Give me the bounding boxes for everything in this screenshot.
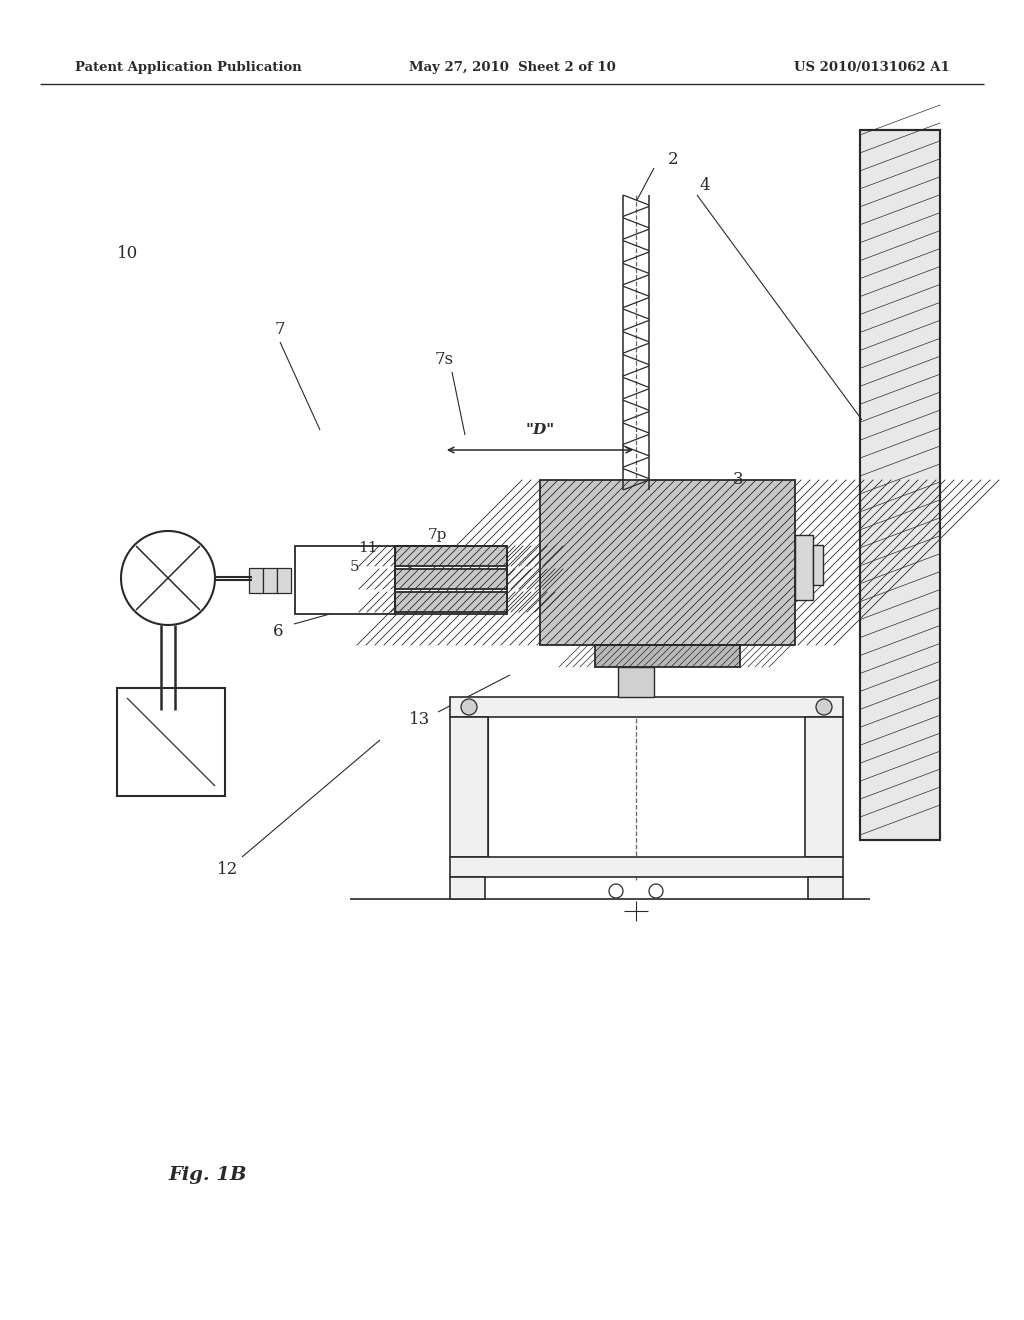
Circle shape xyxy=(461,700,477,715)
Bar xyxy=(813,545,823,585)
Bar xyxy=(295,546,395,614)
Text: 3: 3 xyxy=(733,471,743,488)
Text: 7s: 7s xyxy=(434,351,454,368)
Bar xyxy=(450,697,843,717)
Text: 7p: 7p xyxy=(427,528,446,543)
Bar xyxy=(263,568,278,593)
Circle shape xyxy=(816,700,831,715)
Bar xyxy=(450,876,485,899)
Text: "D": "D" xyxy=(525,422,555,437)
Bar xyxy=(395,569,507,589)
Bar xyxy=(395,591,507,612)
Text: 7: 7 xyxy=(274,322,286,338)
Text: Patent Application Publication: Patent Application Publication xyxy=(75,62,302,74)
Text: US 2010/0131062 A1: US 2010/0131062 A1 xyxy=(795,62,950,74)
Bar xyxy=(249,568,263,593)
Text: 10: 10 xyxy=(118,244,138,261)
Bar xyxy=(860,129,940,840)
Circle shape xyxy=(649,884,663,898)
Bar xyxy=(395,546,507,566)
Bar xyxy=(595,645,740,667)
Bar xyxy=(540,480,795,645)
Text: May 27, 2010  Sheet 2 of 10: May 27, 2010 Sheet 2 of 10 xyxy=(409,62,615,74)
Text: 6: 6 xyxy=(272,623,284,640)
Text: 5: 5 xyxy=(350,560,359,574)
Bar xyxy=(395,546,507,566)
Bar xyxy=(395,546,507,566)
Bar xyxy=(278,568,291,593)
Bar xyxy=(618,667,654,697)
Bar xyxy=(805,717,843,857)
Bar xyxy=(395,569,507,589)
Bar xyxy=(595,645,740,667)
Bar xyxy=(860,129,940,840)
Bar xyxy=(795,535,813,601)
Bar xyxy=(395,591,507,612)
Bar xyxy=(450,857,843,876)
Bar xyxy=(450,717,488,857)
Bar xyxy=(395,569,507,589)
Bar xyxy=(808,876,843,899)
Circle shape xyxy=(609,884,623,898)
Bar xyxy=(395,591,507,612)
Bar xyxy=(117,688,225,796)
Text: 2: 2 xyxy=(668,152,678,169)
Bar xyxy=(540,480,795,645)
Text: 12: 12 xyxy=(217,862,239,879)
Text: 4: 4 xyxy=(699,177,711,194)
Text: Fig. 1B: Fig. 1B xyxy=(168,1166,247,1184)
Bar xyxy=(860,129,940,840)
Circle shape xyxy=(121,531,215,624)
Text: 13: 13 xyxy=(410,711,431,729)
Text: 11: 11 xyxy=(358,541,378,554)
Bar xyxy=(395,546,507,614)
Bar xyxy=(540,480,795,645)
Bar xyxy=(595,645,740,667)
